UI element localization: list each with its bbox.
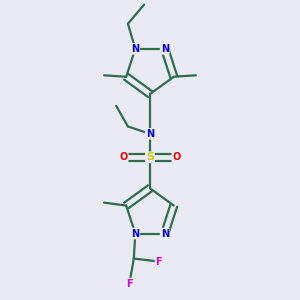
Text: S: S (146, 152, 154, 162)
Text: O: O (172, 152, 181, 162)
Text: F: F (155, 256, 162, 266)
Text: F: F (126, 279, 133, 289)
Text: N: N (146, 129, 154, 139)
Text: N: N (160, 44, 169, 54)
Text: O: O (119, 152, 128, 162)
Text: N: N (131, 229, 140, 238)
Text: N: N (131, 44, 140, 54)
Text: N: N (160, 229, 169, 238)
